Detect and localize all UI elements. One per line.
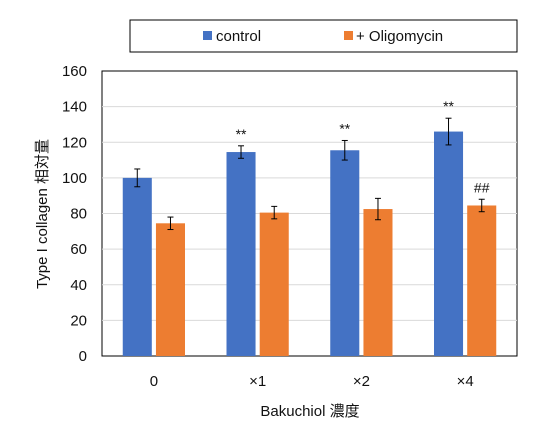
legend-box — [129, 19, 518, 53]
error-bar — [271, 205, 278, 220]
error-bar — [167, 216, 174, 231]
y-tick-label: 20 — [70, 312, 87, 329]
error-bar — [134, 168, 141, 188]
x-tick-layer: 0 ×1 ×2 ×4 — [150, 373, 474, 390]
error-bar — [341, 139, 348, 161]
error-bar — [445, 117, 452, 146]
annotation-layer: ** ** ** ## — [236, 98, 490, 195]
y-tick-label: 140 — [62, 99, 87, 116]
bar-control — [434, 131, 464, 356]
x-axis-title: Bakuchiol 濃度 — [260, 403, 359, 420]
y-tick-label: 80 — [70, 206, 87, 223]
error-bar — [374, 197, 381, 221]
y-tick-label: 40 — [70, 277, 87, 294]
legend-label-oligomycin: + Oligomycin — [356, 28, 443, 45]
bar-layer — [122, 131, 497, 356]
bar-control — [122, 177, 152, 356]
bar-oligomycin — [259, 212, 289, 356]
x-tick-label: ×4 — [457, 373, 474, 390]
bar-oligomycin — [363, 209, 393, 356]
significance-label: ## — [474, 179, 490, 195]
bar-oligomycin — [155, 223, 185, 356]
bar-control — [226, 152, 256, 356]
legend-swatch-oligomycin — [344, 31, 353, 40]
significance-label: ** — [236, 126, 247, 142]
y-tick-label: 0 — [79, 348, 87, 365]
legend-swatch-control — [203, 31, 212, 40]
x-tick-label: 0 — [150, 373, 158, 390]
legend-label-control: control — [216, 28, 261, 45]
bar-oligomycin — [467, 205, 497, 356]
error-layer — [134, 117, 485, 231]
y-tick-layer: 0 20 40 60 80 100 120 140 160 — [62, 63, 87, 365]
significance-label: ** — [443, 98, 454, 114]
y-axis-title: Type I collagen 相対量 — [34, 139, 51, 289]
error-bar — [478, 198, 485, 213]
y-tick-label: 120 — [62, 134, 87, 151]
x-tick-label: ×1 — [249, 373, 266, 390]
y-tick-label: 160 — [62, 63, 87, 80]
y-tick-label: 60 — [70, 241, 87, 258]
x-tick-label: ×2 — [353, 373, 370, 390]
significance-label: ** — [339, 120, 350, 136]
bar-control — [330, 150, 360, 356]
y-tick-label: 100 — [62, 170, 87, 187]
error-bar — [238, 145, 245, 159]
